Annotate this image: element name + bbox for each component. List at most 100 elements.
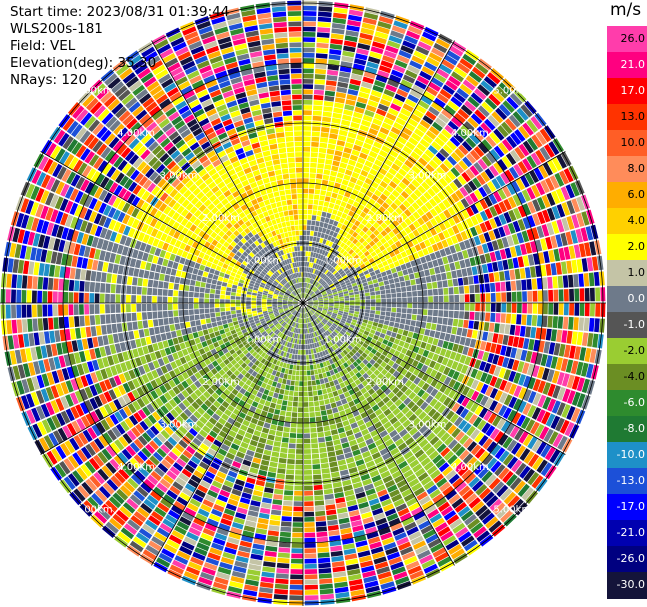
velocity-gate: [327, 69, 339, 76]
velocity-gate: [475, 62, 489, 75]
velocity-gate: [456, 128, 468, 140]
velocity-gate: [444, 263, 451, 272]
velocity-gate: [332, 481, 342, 488]
velocity-gate: [330, 550, 343, 557]
velocity-gate: [481, 139, 493, 151]
velocity-gate: [323, 101, 334, 107]
velocity-gate: [401, 292, 407, 298]
velocity-gate: [269, 402, 276, 409]
velocity-gate: [312, 274, 316, 280]
velocity-gate: [429, 268, 436, 276]
velocity-gate: [261, 571, 275, 578]
velocity-gate: [272, 446, 281, 452]
velocity-gate: [470, 92, 484, 104]
velocity-gate: [346, 94, 357, 101]
velocity-gate: [362, 240, 369, 247]
velocity-gate: [442, 317, 448, 325]
velocity-gate: [332, 434, 340, 441]
velocity-gate: [283, 373, 288, 380]
velocity-gate: [279, 536, 291, 543]
velocity-gate: [311, 286, 315, 291]
velocity-gate: [312, 110, 322, 116]
velocity-gate: [294, 485, 303, 491]
velocity-gate: [329, 301, 334, 303]
velocity-gate: [318, 573, 332, 579]
velocity-gate: [361, 219, 368, 226]
velocity-gate: [398, 276, 405, 282]
velocity-gate: [387, 79, 400, 88]
velocity-gate: [277, 468, 286, 474]
velocity-gate: [454, 303, 460, 311]
velocity-gate: [322, 111, 332, 118]
velocity-gate: [158, 318, 164, 326]
velocity-gate: [391, 303, 397, 308]
velocity-gate: [311, 273, 314, 279]
velocity-gate: [308, 278, 311, 284]
velocity-gate: [377, 103, 389, 112]
velocity-gate: [339, 262, 345, 268]
velocity-gate: [348, 159, 357, 167]
velocity-gate: [303, 63, 315, 69]
velocity-gate: [377, 277, 383, 283]
velocity-gate: [297, 417, 303, 423]
velocity-gate: [504, 118, 517, 131]
velocity-gate: [290, 427, 297, 433]
velocity-gate: [488, 93, 501, 106]
velocity-gate: [268, 429, 276, 436]
velocity-gate: [263, 492, 273, 499]
velocity-gate: [402, 200, 411, 208]
velocity-gate: [298, 386, 303, 392]
velocity-gate: [403, 274, 410, 281]
velocity-gate: [355, 300, 360, 303]
velocity-gate: [346, 240, 352, 246]
velocity-gate: [101, 325, 107, 335]
velocity-gate: [330, 466, 339, 473]
velocity-gate: [495, 107, 508, 120]
velocity-gate: [318, 226, 323, 233]
velocity-gate: [324, 196, 331, 202]
velocity-gate: [319, 221, 324, 228]
velocity-gate: [365, 309, 370, 314]
velocity-gate: [392, 227, 400, 235]
velocity-gate: [477, 84, 491, 97]
velocity-gate: [441, 109, 453, 120]
velocity-gate: [232, 317, 238, 322]
velocity-gate: [327, 143, 336, 150]
velocity-gate: [332, 232, 338, 238]
velocity-gate: [339, 298, 345, 301]
velocity-gate: [469, 294, 475, 302]
velocity-gate: [310, 438, 318, 444]
velocity-gate: [298, 396, 303, 402]
velocity-gate: [273, 441, 281, 447]
velocity-gate: [310, 252, 314, 257]
velocity-gate: [379, 127, 390, 135]
velocity-gate: [413, 147, 424, 157]
velocity-gate: [407, 94, 419, 104]
velocity-gate: [333, 571, 347, 578]
velocity-gate: [382, 189, 391, 197]
velocity-gate: [393, 198, 402, 207]
velocity-gate: [318, 6, 333, 12]
velocity-gate: [305, 272, 308, 278]
velocity-gate: [280, 383, 286, 390]
velocity-gate: [322, 268, 327, 274]
velocity-gate: [276, 425, 284, 432]
velocity-gate: [442, 280, 448, 288]
velocity-gate: [388, 193, 397, 202]
velocity-gate: [392, 176, 401, 185]
velocity-gate: [444, 104, 456, 116]
velocity-gate: [495, 86, 509, 99]
velocity-gate: [449, 136, 461, 147]
velocity-gate: [296, 449, 303, 454]
velocity-gate: [313, 258, 318, 264]
velocity-gate: [441, 325, 447, 333]
velocity-gate: [201, 341, 208, 348]
velocity-gate: [520, 104, 533, 118]
velocity-gate: [456, 62, 471, 74]
velocity-gate: [137, 320, 143, 330]
velocity-gate: [416, 315, 422, 321]
velocity-gate: [310, 262, 314, 268]
velocity-gate: [505, 313, 512, 324]
velocity-gate: [303, 157, 310, 163]
velocity-gate: [292, 401, 298, 407]
